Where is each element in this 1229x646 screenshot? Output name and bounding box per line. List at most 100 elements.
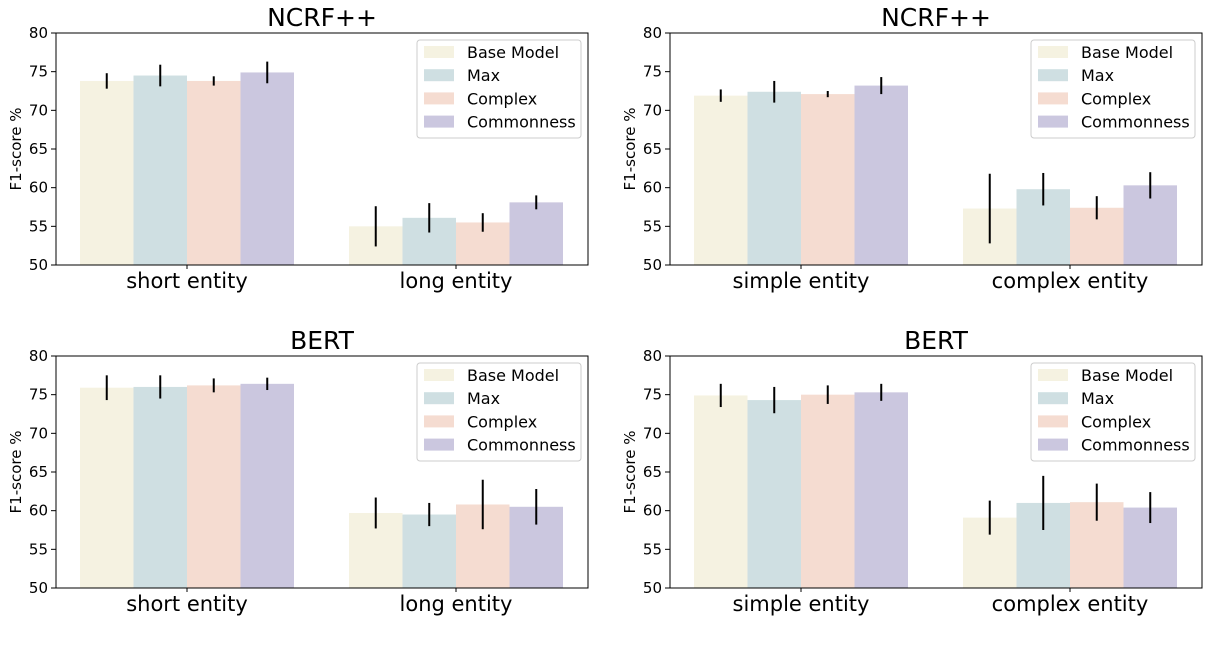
legend-swatch-base-model <box>1038 46 1068 58</box>
chart-title: NCRF++ <box>881 3 991 32</box>
category-label: complex entity <box>992 269 1149 293</box>
y-tick-label: 80 <box>643 347 662 365</box>
legend-swatch-commonness <box>424 115 454 128</box>
legend-swatch-complex <box>1038 415 1068 428</box>
chart-title: NCRF++ <box>267 3 377 32</box>
bar-complex-0 <box>187 385 241 588</box>
bar-chart-bert-complexity: BERT F1-score % 50 55 60 65 70 75 80 simple entit… <box>621 326 1203 616</box>
bar-base-model-0 <box>694 95 748 265</box>
chart-panel-4: BERT F1-score % 50 55 60 65 70 75 80 simple entit… <box>614 323 1228 646</box>
legend-swatch-max <box>424 69 454 82</box>
y-tick-label: 80 <box>29 24 48 42</box>
category-label: short entity <box>126 269 248 293</box>
category-label: long entity <box>400 269 513 293</box>
bar-commonness-0 <box>854 85 908 265</box>
y-tick-label: 55 <box>29 217 48 235</box>
bar-max-0 <box>133 75 187 266</box>
category-label: simple entity <box>733 592 870 616</box>
y-tick-label: 70 <box>29 101 48 119</box>
legend-label-complex: Complex <box>1081 89 1151 108</box>
y-tick-label: 60 <box>29 502 48 520</box>
y-tick-label: 65 <box>29 463 48 481</box>
legend-swatch-commonness <box>1038 115 1068 128</box>
legend-label-max: Max <box>1081 389 1114 408</box>
legend-label-commonness: Commonness <box>467 113 576 132</box>
legend-swatch-max <box>1038 69 1068 82</box>
bar-max-0 <box>747 400 801 588</box>
y-tick-label: 55 <box>643 540 662 558</box>
legend-box <box>1030 362 1196 462</box>
y-tick-label: 60 <box>29 179 48 197</box>
bar-commonness-1 <box>509 202 563 265</box>
bar-commonness-0 <box>240 383 294 588</box>
legend-swatch-max <box>424 392 454 405</box>
y-tick-label: 75 <box>643 63 662 81</box>
category-label: short entity <box>126 592 248 616</box>
y-tick-label: 55 <box>29 540 48 558</box>
bar-complex-0 <box>801 394 855 588</box>
y-tick-label: 60 <box>643 179 662 197</box>
legend-box <box>1030 39 1196 139</box>
y-tick-label: 80 <box>29 347 48 365</box>
legend-box <box>416 362 582 462</box>
legend-swatch-complex <box>424 415 454 428</box>
legend-label-complex: Complex <box>1081 412 1151 431</box>
bar-chart-ncrf-length: NCRF++ F1-score % 50 55 60 65 70 75 80 short enti… <box>7 3 589 293</box>
legend-label-base-model: Base Model <box>467 366 559 385</box>
bar-chart-ncrf-complexity: NCRF++ F1-score % 50 55 60 65 70 75 80 simple ent… <box>621 3 1203 293</box>
chart-panel-2: NCRF++ F1-score % 50 55 60 65 70 75 80 simple ent… <box>614 0 1228 323</box>
legend-label-base-model: Base Model <box>467 43 559 62</box>
bar-complex-0 <box>187 80 241 266</box>
legend-box <box>416 39 582 139</box>
y-tick-label: 75 <box>29 63 48 81</box>
y-tick-label: 50 <box>643 579 662 597</box>
legend-label-base-model: Base Model <box>1081 43 1173 62</box>
legend-label-complex: Complex <box>467 89 537 108</box>
legend-swatch-base-model <box>1038 369 1068 381</box>
bar-base-model-0 <box>694 395 748 588</box>
bar-commonness-1 <box>1123 185 1177 265</box>
chart-title: BERT <box>290 326 354 355</box>
y-tick-label: 50 <box>29 579 48 597</box>
bar-chart-bert-length: BERT F1-score % 50 55 60 65 70 75 80 short entity… <box>7 326 589 616</box>
y-axis-label: F1-score % <box>621 431 639 514</box>
bar-max-0 <box>747 91 801 265</box>
legend-swatch-commonness <box>1038 438 1068 451</box>
legend-swatch-commonness <box>424 438 454 451</box>
bar-base-model-0 <box>80 80 134 266</box>
legend-swatch-base-model <box>424 46 454 58</box>
legend-label-max: Max <box>1081 66 1114 85</box>
legend-swatch-base-model <box>424 369 454 381</box>
bar-max-0 <box>133 386 187 588</box>
y-tick-label: 65 <box>643 463 662 481</box>
category-label: long entity <box>400 592 513 616</box>
category-label: simple entity <box>733 269 870 293</box>
legend-swatch-complex <box>1038 92 1068 105</box>
bar-commonness-0 <box>854 392 908 588</box>
y-tick-label: 80 <box>643 24 662 42</box>
legend-label-commonness: Commonness <box>467 436 576 455</box>
y-axis-label: F1-score % <box>7 431 25 514</box>
category-label: complex entity <box>992 592 1149 616</box>
bar-commonness-0 <box>240 72 294 265</box>
y-tick-label: 60 <box>643 502 662 520</box>
legend-label-commonness: Commonness <box>1081 113 1190 132</box>
y-tick-label: 70 <box>29 424 48 442</box>
y-tick-label: 75 <box>643 386 662 404</box>
chart-panel-3: BERT F1-score % 50 55 60 65 70 75 80 short entity… <box>0 323 614 646</box>
y-tick-label: 70 <box>643 424 662 442</box>
y-tick-label: 75 <box>29 386 48 404</box>
legend-label-base-model: Base Model <box>1081 366 1173 385</box>
chart-panel-1: NCRF++ F1-score % 50 55 60 65 70 75 80 short enti… <box>0 0 614 323</box>
legend-label-max: Max <box>467 389 500 408</box>
bar-max-1 <box>402 514 456 588</box>
y-tick-label: 65 <box>643 140 662 158</box>
y-axis-label: F1-score % <box>7 108 25 191</box>
y-tick-label: 55 <box>643 217 662 235</box>
legend-swatch-max <box>1038 392 1068 405</box>
legend-label-commonness: Commonness <box>1081 436 1190 455</box>
legend-swatch-complex <box>424 92 454 105</box>
y-axis-label: F1-score % <box>621 108 639 191</box>
legend-label-max: Max <box>467 66 500 85</box>
chart-title: BERT <box>904 326 968 355</box>
